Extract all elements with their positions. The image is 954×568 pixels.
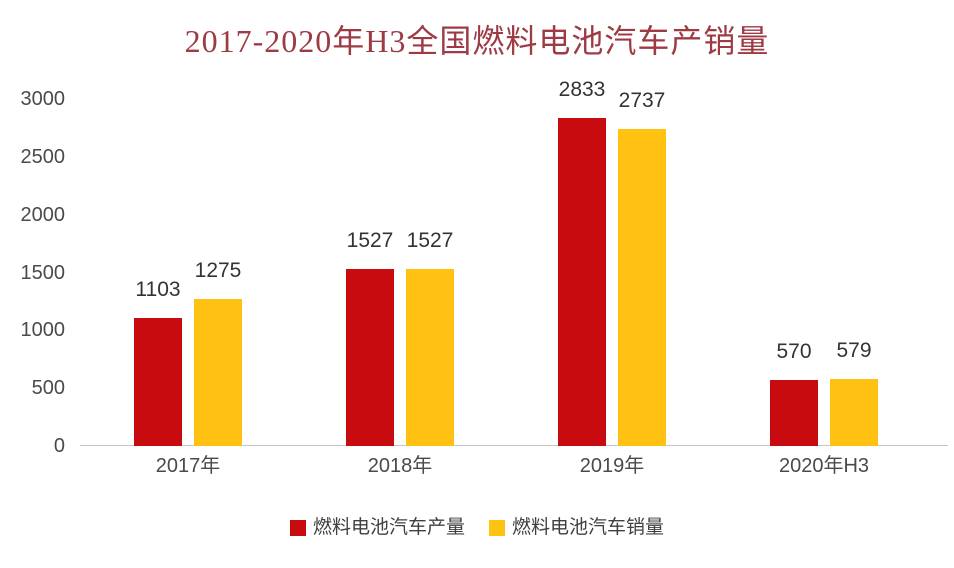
legend-label: 燃料电池汽车产量 — [312, 517, 465, 538]
y-axis-tick-label: 1500 — [20, 261, 66, 284]
legend-item: 燃料电池汽车产量 — [289, 516, 465, 540]
y-axis-tick-label: 1000 — [20, 319, 66, 342]
bar-sales — [194, 298, 242, 446]
x-axis-category-label: 2017年 — [155, 455, 221, 477]
value-label: 579 — [836, 339, 872, 363]
y-axis-tick-label: 3000 — [20, 88, 66, 110]
value-label: 1527 — [346, 229, 394, 253]
legend-label: 燃料电池汽车销量 — [512, 517, 665, 538]
bar-production — [346, 269, 394, 446]
bar-sales — [618, 129, 666, 446]
chart-title: 2017-2020年H3全国燃料电池汽车产销量 — [184, 23, 770, 59]
bar-sales — [406, 269, 454, 446]
x-axis-category-label: 2018年 — [367, 455, 433, 477]
value-label: 2833 — [558, 78, 606, 102]
y-axis-tick-label: 0 — [53, 435, 65, 457]
value-label: 1527 — [406, 229, 454, 253]
value-label: 1103 — [135, 278, 181, 302]
y-axis-tick-label: 500 — [31, 377, 65, 400]
bar-production — [770, 380, 818, 446]
legend: 燃料电池汽车产量 燃料电池汽车销量 — [0, 516, 954, 540]
value-label: 2737 — [618, 89, 666, 113]
y-axis-tick-label: 2500 — [20, 145, 66, 168]
value-label: 1275 — [194, 258, 242, 282]
legend-item: 燃料电池汽车销量 — [489, 516, 664, 540]
value-label: 570 — [776, 340, 812, 364]
bar-production — [558, 118, 606, 446]
bar-sales — [830, 379, 878, 446]
legend-swatch — [489, 520, 505, 536]
x-axis-line — [80, 445, 948, 446]
bar-production — [134, 318, 182, 446]
x-axis-category-label: 2019年 — [579, 455, 645, 477]
y-axis-tick-label: 2000 — [20, 203, 66, 226]
x-axis-category-label: 2020年H3 — [778, 455, 870, 477]
legend-swatch — [289, 520, 306, 536]
